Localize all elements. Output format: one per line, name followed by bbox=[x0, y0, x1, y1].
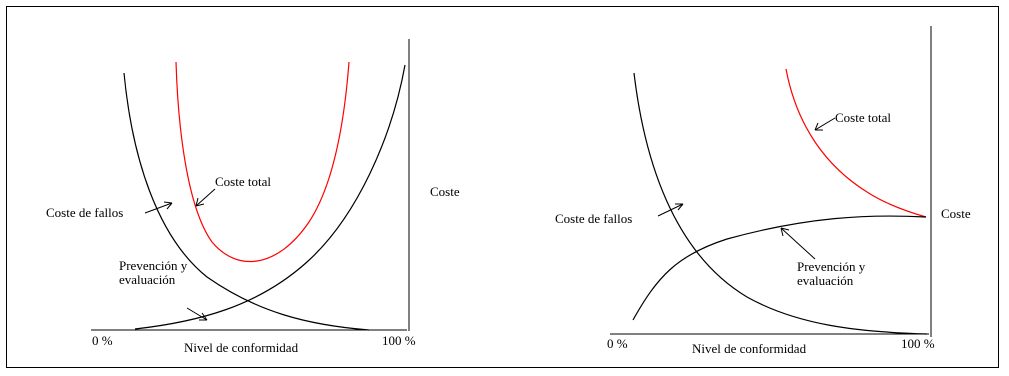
left-total-cost-arrowhead bbox=[195, 197, 205, 207]
right-failure-cost-pointer bbox=[657, 203, 684, 217]
left-prevention-curve bbox=[134, 64, 406, 330]
right-total-cost-pointer bbox=[814, 117, 836, 131]
right-total-cost-arrowhead bbox=[814, 122, 823, 131]
left-failure-cost-label: Coste de fallos bbox=[46, 205, 124, 220]
right-failure-cost-label: Coste de fallos bbox=[555, 211, 633, 226]
left-total-cost-curve bbox=[175, 61, 350, 263]
right-cost-axis-label: Coste bbox=[941, 206, 971, 221]
right-x-axis-label: Nivel de conformidad bbox=[692, 341, 807, 356]
right-failure-cost-arrowhead bbox=[675, 203, 684, 211]
left-prevention-arrowhead bbox=[199, 312, 208, 321]
left-diagram bbox=[91, 39, 410, 331]
right-x-end-label: 100 % bbox=[901, 336, 935, 351]
left-x-end-label: 100 % bbox=[382, 333, 416, 348]
right-prevention-curve bbox=[632, 215, 927, 321]
right-prevention-arrowhead bbox=[780, 227, 790, 237]
right-prevention-pointer bbox=[780, 227, 816, 260]
right-diagram bbox=[610, 26, 932, 337]
figure-frame: Coste Coste de fallos Coste total Preven… bbox=[6, 6, 999, 368]
right-failure-cost-curve bbox=[633, 72, 928, 335]
right-total-cost-curve bbox=[785, 68, 927, 218]
right-prevention-label: Prevención y evaluación bbox=[797, 259, 866, 288]
left-failure-cost-curve bbox=[123, 72, 370, 331]
left-failure-cost-pointer bbox=[144, 202, 173, 214]
left-x-start-label: 0 % bbox=[92, 333, 113, 348]
cost-curves-drawing bbox=[91, 26, 932, 337]
right-total-cost-label: Coste total bbox=[835, 110, 891, 125]
left-cost-axis-label: Coste bbox=[430, 184, 460, 199]
left-x-axis-label: Nivel de conformidad bbox=[184, 340, 299, 355]
left-prevention-pointer bbox=[186, 307, 208, 321]
left-prevention-label: Prevención y evaluación bbox=[119, 258, 188, 287]
left-total-cost-label: Coste total bbox=[215, 174, 271, 189]
right-x-start-label: 0 % bbox=[607, 336, 628, 351]
left-total-cost-pointer bbox=[195, 188, 216, 207]
left-failure-cost-arrowhead bbox=[163, 201, 173, 210]
